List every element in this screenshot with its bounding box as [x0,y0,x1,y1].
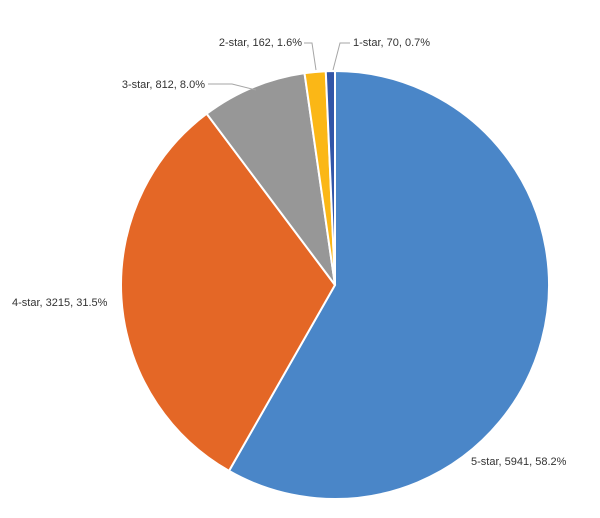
leader-line-1-star [332,42,350,71]
data-label-3-star: 3-star, 812, 8.0% [122,79,205,91]
data-label-2-star: 2-star, 162, 1.6% [219,37,302,49]
data-label-4-star: 4-star, 3215, 31.5% [12,297,108,309]
pie-slices [120,69,550,500]
leader-lines [208,42,350,91]
pie-slice-3-star [205,72,336,286]
pie-slice-5-star [227,69,550,500]
leader-line-2-star [304,42,317,71]
pie-slice-1-star [324,69,336,286]
data-labels: 5-star, 5941, 58.2% 4-star, 3215, 31.5% … [12,37,567,468]
data-label-1-star: 1-star, 70, 0.7% [353,37,430,49]
data-label-5-star: 5-star, 5941, 58.2% [471,456,567,468]
leader-line-3-star [208,83,257,91]
pie-slice-4-star [120,112,337,473]
